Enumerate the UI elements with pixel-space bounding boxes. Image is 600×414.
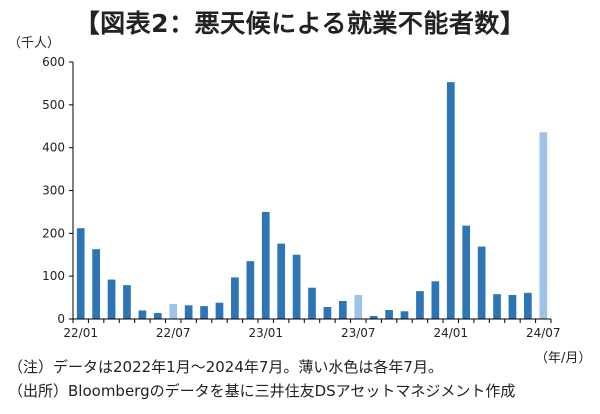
x-tick-label: 24/07 bbox=[526, 326, 561, 340]
bar-23-10 bbox=[400, 311, 409, 319]
bar-24-01 bbox=[446, 82, 455, 319]
bar-24-02 bbox=[462, 225, 471, 319]
bar-24-04 bbox=[493, 294, 501, 319]
x-axis-unit-label: （年/月） bbox=[535, 351, 592, 366]
bar-24-05 bbox=[508, 295, 517, 319]
bar-22-04 bbox=[123, 285, 131, 319]
y-tick-label: 500 bbox=[42, 98, 65, 112]
bar-22-06 bbox=[153, 313, 162, 319]
bar-22-03 bbox=[107, 279, 116, 319]
bar-23-07 bbox=[354, 295, 363, 319]
x-tick-label: 22/01 bbox=[63, 326, 98, 340]
bar-24-06 bbox=[524, 292, 532, 319]
bar-22-09 bbox=[200, 306, 208, 319]
y-tick-label: 400 bbox=[42, 141, 65, 155]
x-tick-label: 24/01 bbox=[433, 326, 468, 340]
y-tick-label: 200 bbox=[42, 226, 65, 240]
x-tick-label: 22/07 bbox=[156, 326, 191, 340]
bar-22-08 bbox=[184, 305, 193, 319]
x-tick-label: 23/07 bbox=[341, 326, 376, 340]
bar-24-07 bbox=[539, 132, 548, 319]
y-tick-label: 600 bbox=[42, 55, 65, 69]
bar-22-11 bbox=[231, 277, 239, 319]
chart-title: 【図表2：悪天候による就業不能者数】 bbox=[74, 9, 526, 38]
bar-23-05 bbox=[323, 307, 332, 319]
chart-note: （注）データは2022年1月～2024年7月。薄い水色は各年7月。 bbox=[8, 358, 443, 376]
bar-22-10 bbox=[215, 302, 224, 319]
bar-23-09 bbox=[385, 310, 393, 319]
y-tick-label: 100 bbox=[42, 269, 65, 283]
bar-22-12 bbox=[246, 261, 255, 319]
bar-23-06 bbox=[338, 301, 347, 319]
y-tick-label: 0 bbox=[57, 312, 65, 326]
bar-23-12 bbox=[431, 281, 440, 319]
bar-22-07 bbox=[169, 304, 178, 319]
x-tick-label: 23/01 bbox=[248, 326, 283, 340]
bar-24-03 bbox=[477, 246, 486, 319]
y-tick-label: 300 bbox=[42, 184, 65, 198]
bar-23-03 bbox=[292, 254, 301, 319]
bar-23-11 bbox=[416, 291, 424, 319]
bar-22-01 bbox=[76, 228, 85, 319]
bar-23-04 bbox=[308, 287, 316, 319]
chart-source: （出所）Bloombergのデータを基に三井住友DSアセットマネジメント作成 bbox=[8, 382, 516, 400]
y-axis-unit-label: （千人） bbox=[8, 36, 61, 51]
bar-23-01 bbox=[261, 211, 270, 319]
bar-22-02 bbox=[92, 249, 100, 319]
bar-23-02 bbox=[277, 243, 286, 319]
bar-23-08 bbox=[369, 316, 378, 319]
bar-22-05 bbox=[138, 310, 147, 319]
